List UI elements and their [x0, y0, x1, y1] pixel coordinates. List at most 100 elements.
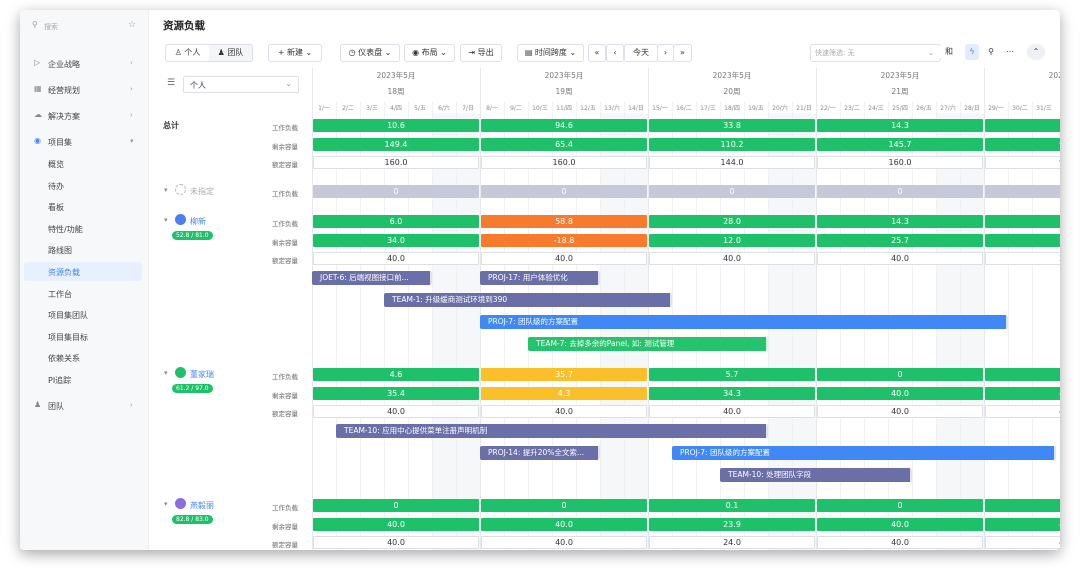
sidebar-subitem[interactable]: 资源负载 [48, 268, 80, 277]
and-button-label: 和 [945, 47, 953, 56]
export-button[interactable]: ⇥ 导出 [460, 44, 502, 62]
filter-select-label: 快速筛选: 无 [815, 49, 855, 57]
row-label: 剩余容量 [272, 142, 298, 151]
group-name[interactable]: 柳新 [190, 217, 206, 226]
week-divider [984, 68, 985, 550]
next[interactable]: › [657, 44, 674, 62]
page-title: 资源负载 [163, 20, 205, 32]
view-tabs: ♙ 个人 ♟ 团队 [165, 44, 253, 62]
sidebar-subitem[interactable]: 项目集团队 [48, 311, 88, 321]
task-bar[interactable]: PROJ-7: 团队级的方案配置 [672, 446, 1056, 460]
caret[interactable]: ▾ [164, 500, 168, 508]
search-icon[interactable]: ⚲ [984, 44, 998, 60]
person-select[interactable]: 个人 ⌄ [183, 76, 299, 93]
search-box[interactable]: ⚲ 搜索 ☆ [32, 20, 137, 31]
day-label: 16/二 [676, 105, 692, 112]
day-label: 2/二 [342, 105, 354, 112]
day-label: 10/三 [532, 105, 548, 112]
load-cell: 25.7 [817, 233, 983, 247]
load-cell: 2.9 [985, 119, 1060, 132]
sidebar-item[interactable]: 团队 [48, 402, 64, 411]
sidebar-icon: ☁ [34, 110, 42, 119]
sidebar-item[interactable]: 企业战略 [48, 60, 80, 69]
chevron: › [130, 111, 133, 119]
day-divider [432, 102, 433, 550]
sidebar-subitem[interactable]: 看板 [48, 203, 64, 213]
task-bar[interactable]: PROJ-17: 用户体验优化 [480, 271, 600, 285]
weekend-shade [768, 113, 792, 550]
day-label: 30/二 [1012, 105, 1028, 112]
avatar [175, 184, 186, 195]
task-bar[interactable]: TEAM-10: 应用中心提供菜单注册声明机制 [336, 424, 768, 438]
day-label: 11/四 [556, 105, 572, 112]
view-tab[interactable]: ♙ 个人 [166, 45, 209, 61]
week-divider [648, 68, 649, 550]
prev[interactable]: ‹ [606, 44, 624, 62]
sidebar-item[interactable]: 经营规划 [48, 86, 80, 95]
week-label: 19周 [555, 87, 573, 96]
load-cell: 160.0 [817, 156, 983, 169]
week-label: 18周 [387, 87, 405, 96]
group-name[interactable]: 未指定 [190, 187, 214, 196]
chevron: ▾ [130, 137, 134, 145]
sidebar-subitem[interactable]: 工作台 [48, 289, 72, 299]
load-cell: 160.0 [481, 156, 647, 169]
caret[interactable]: ▾ [164, 216, 168, 224]
day-label: 13/六 [604, 105, 620, 112]
row-label: 工作负载 [272, 124, 298, 132]
timespan-button[interactable]: ▤ 时间跨度 ⌄ [517, 44, 584, 62]
sidebar-subitem[interactable]: 特性/功能 [48, 224, 83, 234]
next-fast[interactable]: » [673, 44, 692, 62]
group-name[interactable]: 燕毅丽 [190, 501, 214, 510]
task-bar[interactable]: PROJ-14: 提升20%全文索... [480, 446, 600, 460]
sidebar-subitem[interactable]: 路线图 [48, 246, 72, 256]
new-button[interactable]: + 新建 ⌄ [268, 44, 322, 62]
search-placeholder: 搜索 [44, 23, 58, 31]
avatar [175, 498, 186, 509]
sidebar-item[interactable]: 项目集 [48, 138, 72, 147]
load-cell: 144.0 [649, 156, 815, 169]
filter-select[interactable]: 快速筛选: 无 ⌄ [810, 44, 941, 62]
load-cell: 40.0 [985, 386, 1060, 400]
sidebar-item[interactable]: 解决方案 [48, 112, 80, 121]
group-name[interactable]: 董家瑞 [190, 370, 214, 379]
load-cell: 0 [817, 368, 983, 381]
day-label: 20/六 [772, 105, 788, 112]
layout-button[interactable]: ◉ 布局 ⌄ [404, 44, 455, 62]
week-label: 20周 [723, 87, 741, 96]
load-cell: 24.0 [985, 252, 1060, 265]
dashboard-button[interactable]: ◷ 仪表盘 ⌄ [340, 44, 400, 62]
week-label: 22周 [984, 86, 1060, 97]
export-button-label: 导出 [477, 48, 494, 57]
caret[interactable]: ▾ [164, 369, 168, 377]
task-bar[interactable]: PROJ-7: 团队级的方案配置 [480, 315, 1008, 329]
sidebar-subitem[interactable]: 项目集目标 [48, 332, 88, 342]
prev-fast[interactable]: « [588, 44, 606, 62]
load-cell: 160.0 [313, 156, 479, 169]
lightning[interactable]: ϟ [965, 44, 979, 60]
task-bar[interactable]: TEAM-7: 去掉多余的Panel, 如: 测试管理 [528, 337, 768, 351]
task-bar[interactable]: TEAM-1: 升级缓商测试环境到390 [384, 293, 672, 307]
app-window: ⚲ 搜索 ☆ ▷ 企业战略 › ▦ 经营规划 › ☁ 解决方案 › ◉ 项目集 ▾ 概览 待办 看板 特性/功… [20, 10, 1060, 550]
task-bar[interactable]: TEAM-10: 处理团队字段 [720, 468, 912, 482]
row-label: 额定容量 [272, 541, 298, 549]
sidebar-subitem[interactable]: 概览 [48, 160, 64, 169]
today-button-label: 今天 [633, 48, 649, 57]
sidebar-subitem[interactable]: 待办 [48, 181, 64, 191]
caret[interactable]: ▾ [164, 186, 168, 194]
sidebar-subitem[interactable]: 依赖关系 [48, 354, 80, 364]
view-tab[interactable]: ♟ 团队 [217, 48, 244, 57]
task-bar[interactable]: JOET-6: 后端视图接口前... [312, 271, 432, 285]
badge: 82.8 / 83.0 [172, 515, 213, 524]
collapse[interactable]: ⌃ [1027, 44, 1045, 60]
week-month: 2023年6月 [1048, 71, 1060, 80]
and-button[interactable]: 和 [940, 44, 958, 60]
load-cell: 23.9 [649, 517, 815, 531]
week-month: 2023年5月 [712, 71, 752, 80]
more[interactable]: ⋯ [1002, 44, 1018, 60]
load-cell: 35.4 [313, 386, 479, 400]
sidebar-subitem[interactable]: PI追踪 [48, 376, 72, 385]
today-button[interactable]: 今天 [624, 44, 658, 62]
load-cell: 34.0 [313, 233, 479, 247]
